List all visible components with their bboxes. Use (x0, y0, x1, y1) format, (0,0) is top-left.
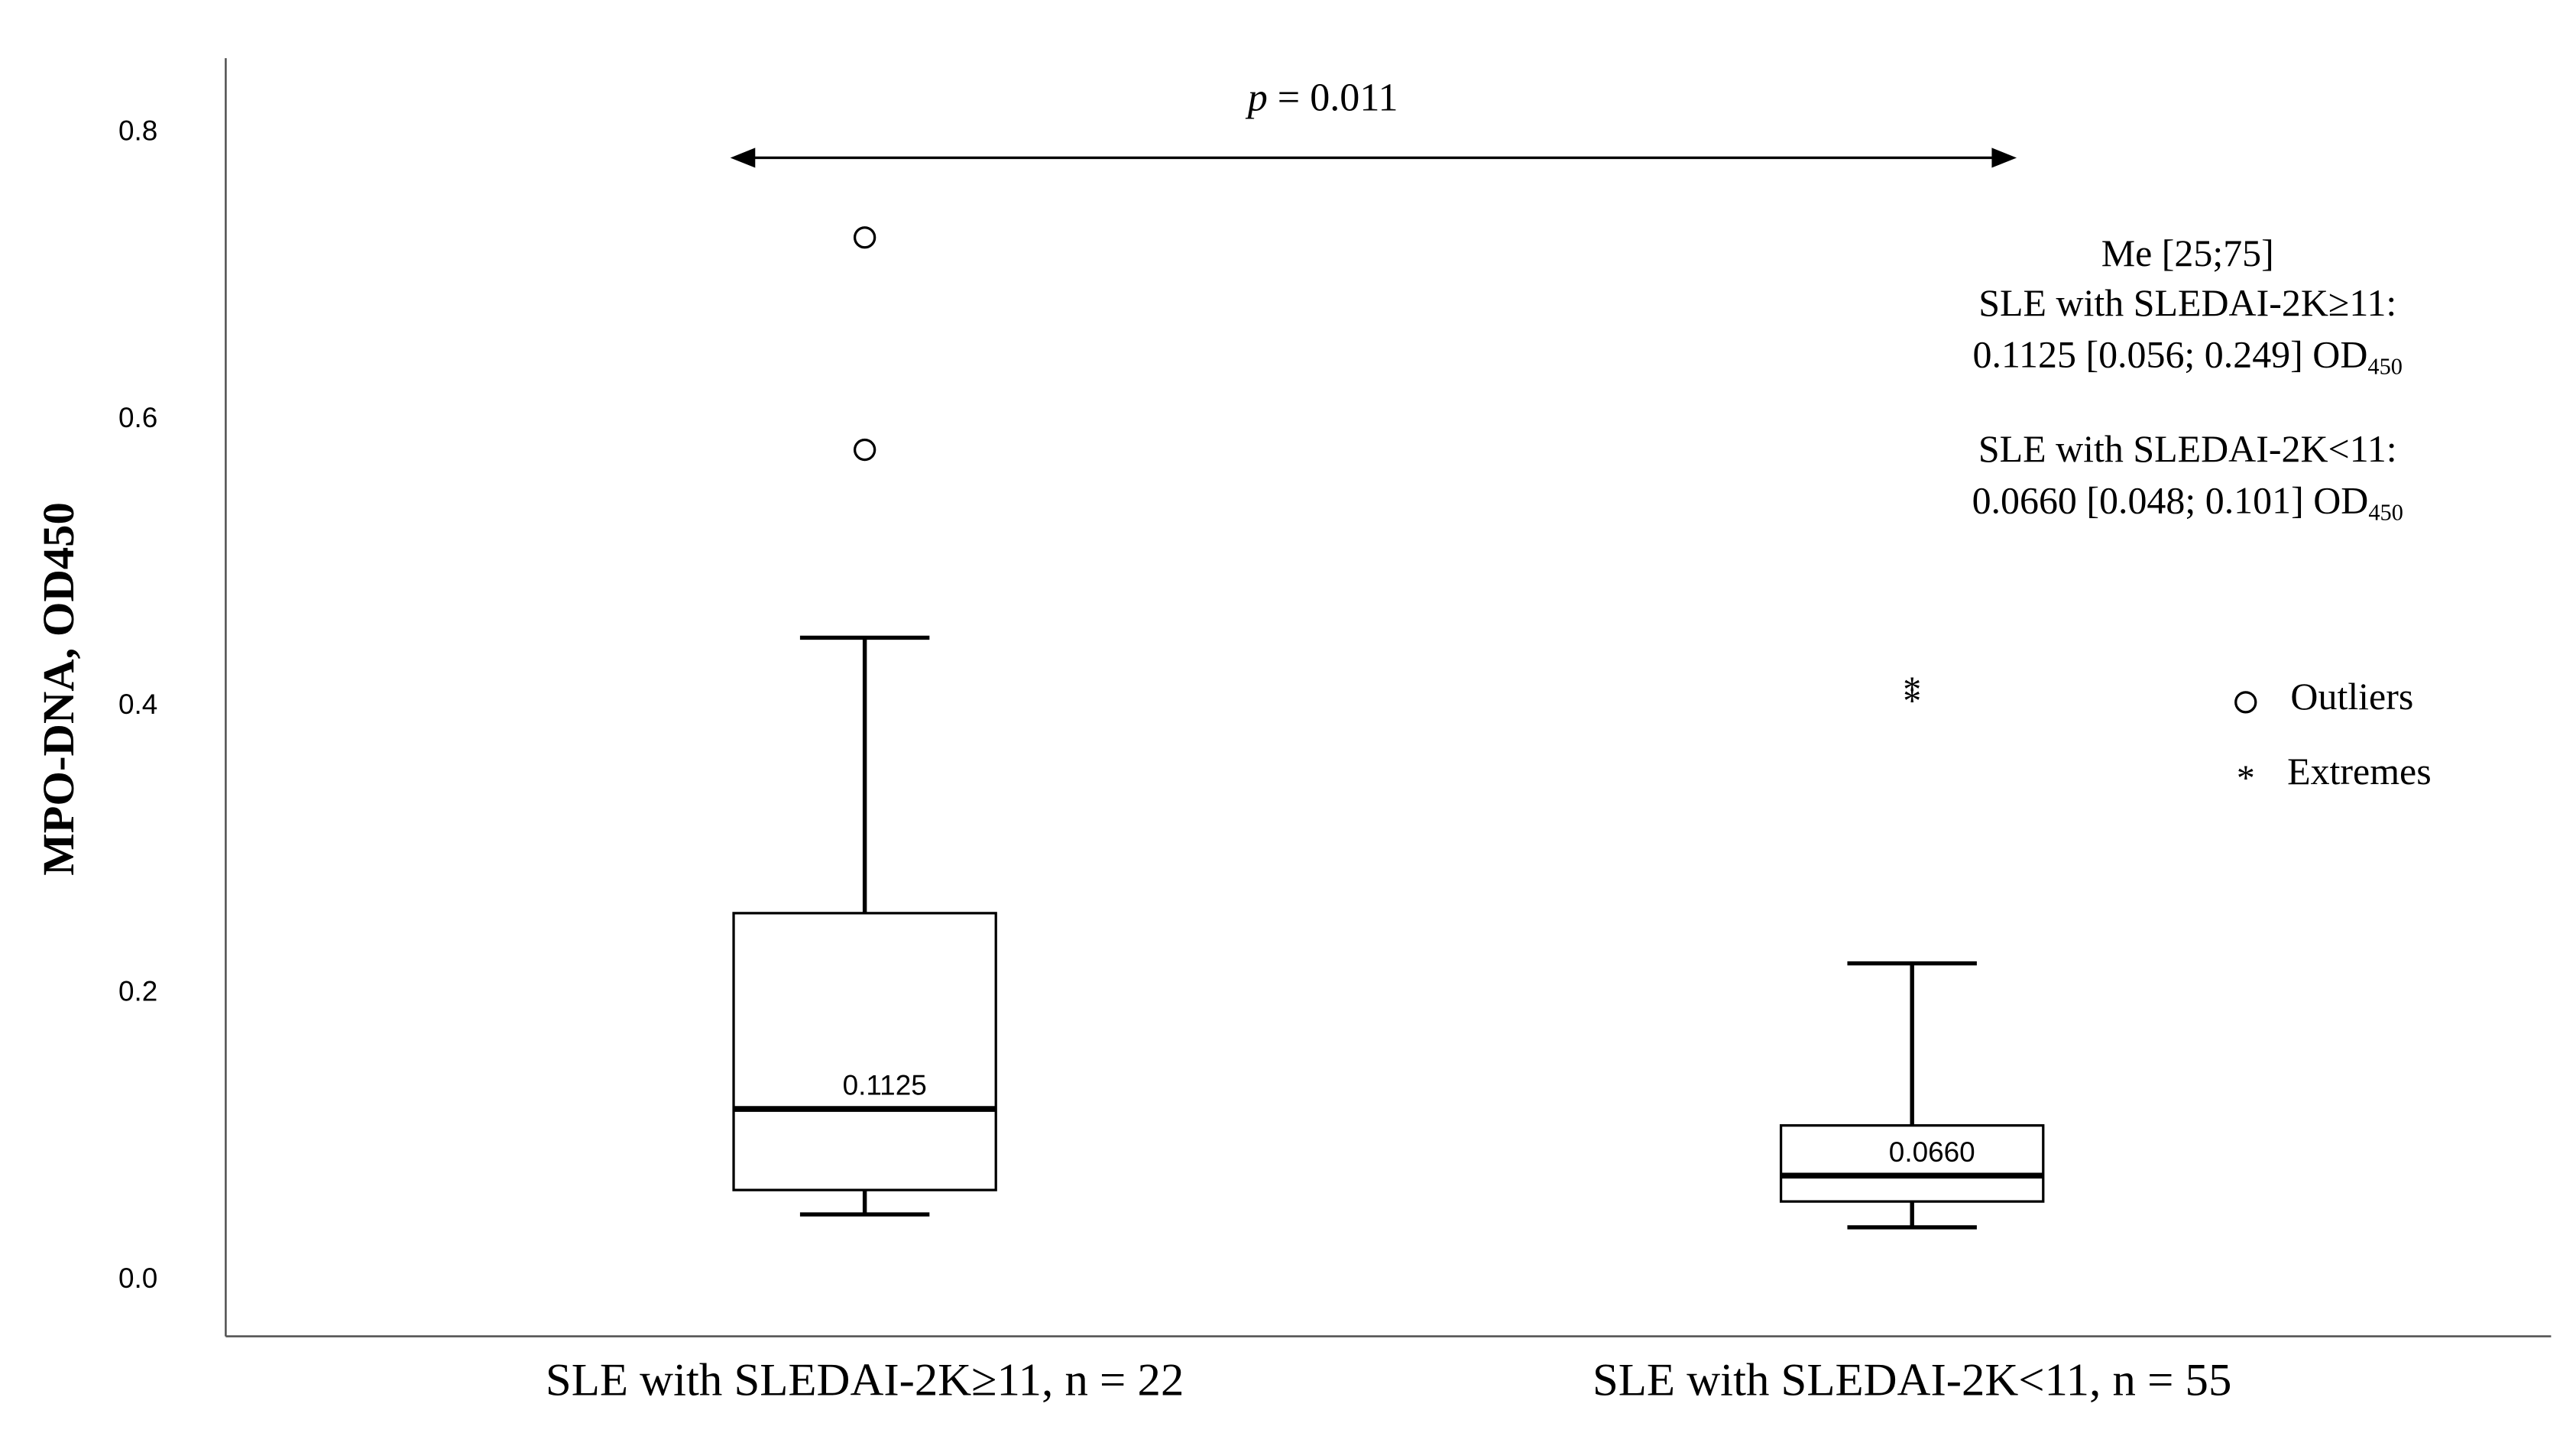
summary-text: Me [25;75] (2101, 232, 2274, 274)
legend-label: Outliers (2290, 675, 2413, 718)
median-label: 0.0660 (1889, 1136, 1975, 1168)
summary-line: SLE with SLEDAI-2K<11: (1978, 428, 2397, 471)
box (1779, 1124, 2045, 1203)
summary-subscript: 450 (2368, 499, 2403, 525)
y-tick-label: 0.2 (118, 976, 157, 1007)
p-symbol: p (1245, 76, 1268, 120)
extreme: * (1903, 681, 1921, 721)
legend-extreme-marker: * (2237, 758, 2255, 799)
legend-label: Extremes (2287, 750, 2432, 793)
y-tick-label: 0.0 (118, 1263, 157, 1294)
x-tick-label: SLE with SLEDAI-2K<11, n = 55 (1593, 1355, 2231, 1406)
y-axis-label: MPO-DNA, OD450 (34, 502, 83, 875)
arrow-head (1991, 147, 2017, 168)
summary-line: Me [25;75] (2101, 232, 2274, 274)
y-tick-label: 0.8 (118, 115, 157, 146)
box (732, 912, 997, 1191)
arrow-head (730, 147, 756, 168)
x-tick-label: SLE with SLEDAI-2K≥11, n = 22 (546, 1355, 1184, 1406)
outlier (853, 226, 876, 249)
summary-line: 0.1125 [0.056; 0.249] OD450 (1972, 333, 2403, 380)
y-tick-label: 0.6 (118, 402, 157, 433)
y-tick-label: 0.4 (118, 689, 157, 720)
summary-line: SLE with SLEDAI-2K≥11: (1978, 281, 2396, 324)
outlier (853, 438, 876, 462)
summary-text: SLE with SLEDAI-2K<11: (1978, 428, 2397, 471)
p-value: p = 0.011 (1245, 76, 1398, 120)
summary-text: SLE with SLEDAI-2K≥11: (1978, 281, 2396, 324)
median-label: 0.1125 (843, 1070, 927, 1101)
extreme: * (1903, 669, 1921, 710)
summary-text: 0.1125 [0.056; 0.249] OD (1972, 333, 2367, 376)
summary-text: 0.0660 [0.048; 0.101] OD (1972, 479, 2369, 522)
p-text: = 0.011 (1278, 76, 1398, 120)
legend-outlier-marker (2234, 691, 2257, 714)
summary-subscript: 450 (2367, 353, 2403, 379)
summary-line: 0.0660 [0.048; 0.101] OD450 (1972, 479, 2403, 526)
